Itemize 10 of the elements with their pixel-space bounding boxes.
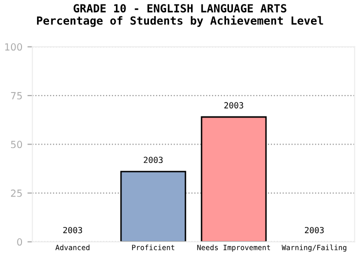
y-tick-label: 75 xyxy=(11,92,22,100)
y-tick-label: 50 xyxy=(11,140,22,148)
text: 2003 xyxy=(304,226,324,234)
y-tick-label: 25 xyxy=(11,190,22,197)
y-tick-label: 100 xyxy=(5,43,22,51)
series-label: 2003 xyxy=(144,156,163,164)
y-tick-label: 0 xyxy=(17,238,22,246)
text: 2003 xyxy=(224,102,244,108)
text: 2003 xyxy=(63,226,82,234)
chart-title: GRADE 10 - ENGLISH LANGUAGE ARTS Percentage of Students by Achievement Level xyxy=(37,4,324,27)
